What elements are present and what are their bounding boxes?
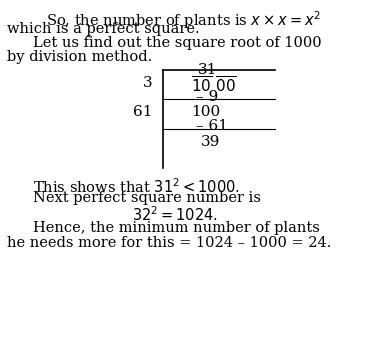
Text: he needs more for this = 1024 – 1000 = 24.: he needs more for this = 1024 – 1000 = 2… (7, 236, 332, 250)
Text: 39: 39 (201, 135, 220, 150)
Text: – 61: – 61 (196, 119, 228, 134)
Text: 61: 61 (133, 105, 152, 119)
Text: 100: 100 (191, 105, 220, 119)
Text: Hence, the minimum number of plants: Hence, the minimum number of plants (33, 221, 320, 235)
Text: So, the number of plants is $x \times x = x^2$: So, the number of plants is $x \times x … (46, 9, 321, 31)
Text: by division method.: by division method. (7, 50, 153, 64)
Text: 31: 31 (198, 63, 217, 77)
Text: $\overline{10}\ \overline{00}$: $\overline{10}\ \overline{00}$ (191, 76, 237, 96)
Text: This shows that $31^2 < 1000.$: This shows that $31^2 < 1000.$ (33, 177, 240, 196)
Text: – 9: – 9 (196, 90, 218, 104)
Text: Next perfect square number is: Next perfect square number is (33, 191, 261, 205)
Text: Let us find out the square root of 1000: Let us find out the square root of 1000 (33, 36, 321, 50)
Text: 3: 3 (143, 76, 152, 90)
Text: $32^2 = 1024.$: $32^2 = 1024.$ (132, 205, 218, 224)
Text: which is a perfect square.: which is a perfect square. (7, 22, 200, 37)
